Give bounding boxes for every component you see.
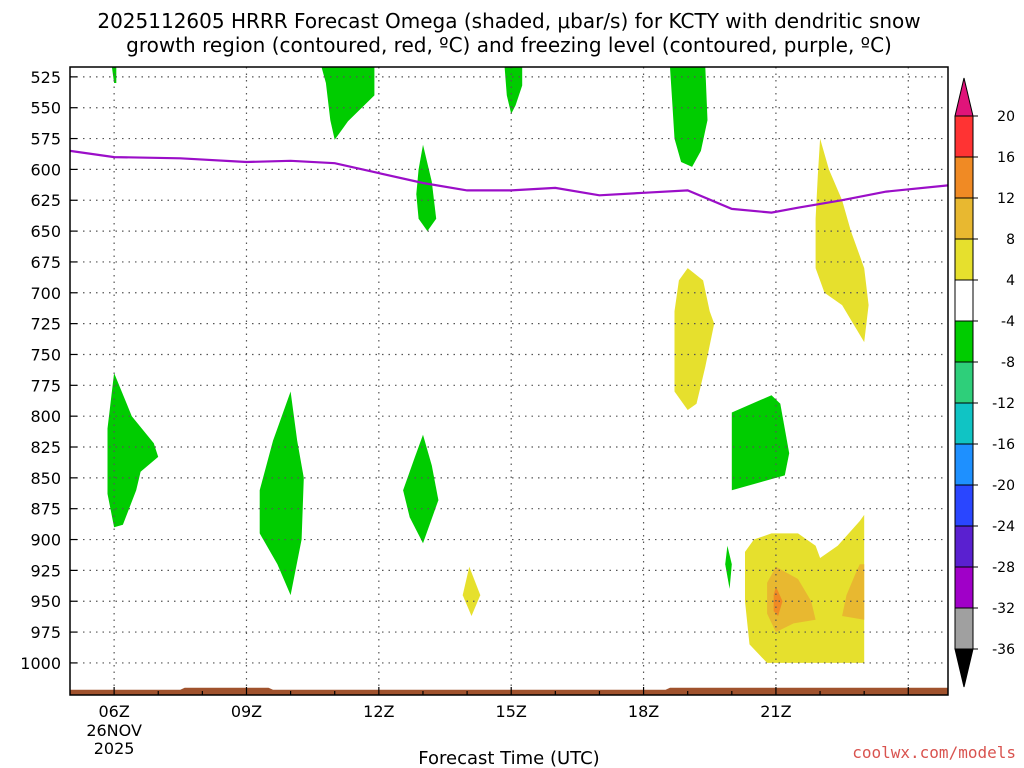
omega-region-4 xyxy=(416,144,437,232)
colorbar-segment-11 xyxy=(954,566,974,609)
colorbar-label-1: 16 xyxy=(997,150,1015,166)
shaded-omega-regions xyxy=(107,67,869,663)
colorbar-label-12: -32 xyxy=(992,601,1015,617)
x-tick-label-15Z: 15Z xyxy=(496,702,527,721)
credit-text: coolwx.com/models xyxy=(852,743,1016,762)
colorbar: 20 16 12 8 4 -4 -8 -12 -16 -20 -24 -28 -32 -36 xyxy=(954,77,1015,688)
omega-region-11 xyxy=(815,138,869,343)
y-tick-label-750: 750 xyxy=(30,345,61,364)
y-tick-label-525: 525 xyxy=(30,68,61,87)
x-tick-label-12Z: 12Z xyxy=(363,702,394,721)
y-tick-label-575: 575 xyxy=(30,130,61,149)
chart-title-line-2: growth region (contoured, red, ºC) and f… xyxy=(126,33,892,57)
colorbar-segment-7 xyxy=(954,402,974,445)
colorbar-label-13: -36 xyxy=(992,642,1015,658)
colorbar-segment-2 xyxy=(954,197,974,240)
colorbar-label-10: -24 xyxy=(992,519,1015,535)
x-tick-label-21Z: 21Z xyxy=(760,702,791,721)
y-tick-label-675: 675 xyxy=(30,253,61,272)
x-date-label-1: 2025 xyxy=(94,739,135,758)
colorbar-segment-4 xyxy=(954,279,974,322)
colorbar-label-6: -8 xyxy=(1001,355,1015,371)
colorbar-label-4: 4 xyxy=(1006,273,1015,289)
y-tick-label-700: 700 xyxy=(30,284,61,303)
grid-lines xyxy=(70,67,948,695)
y-tick-label-775: 775 xyxy=(30,376,61,395)
colorbar-segment-1 xyxy=(954,156,974,199)
colorbar-label-3: 8 xyxy=(1006,232,1015,248)
omega-region-15 xyxy=(842,564,865,620)
y-tick-label-800: 800 xyxy=(30,407,61,426)
colorbar-label-7: -12 xyxy=(992,396,1015,412)
colorbar-bottom-triangle xyxy=(954,648,974,688)
colorbar-segment-3 xyxy=(954,238,974,281)
surface-terrain xyxy=(70,687,948,695)
omega-region-2 xyxy=(504,67,523,114)
x-tick-label-09Z: 09Z xyxy=(231,702,262,721)
x-tick-label-18Z: 18Z xyxy=(628,702,659,721)
y-tick-label-950: 950 xyxy=(30,592,61,611)
omega-region-5 xyxy=(107,373,159,528)
omega-region-1 xyxy=(321,67,375,140)
colorbar-top-triangle xyxy=(954,77,974,117)
colorbar-label-2: 12 xyxy=(997,191,1015,207)
plot-area: 525 550 575 600 625 650 675 700 725 750 775 800 825 8… xyxy=(20,66,949,758)
omega-region-6 xyxy=(259,391,304,596)
y-tick-label-875: 875 xyxy=(30,500,61,519)
colorbar-label-5: -4 xyxy=(1001,314,1015,330)
x-axis-label: Forecast Time (UTC) xyxy=(418,748,599,768)
x-date-label-0: 26NOV xyxy=(86,721,142,740)
y-tick-label-850: 850 xyxy=(30,469,61,488)
omega-region-8 xyxy=(731,395,790,491)
colorbar-segment-6 xyxy=(954,361,974,404)
y-tick-label-1000: 1000 xyxy=(20,654,61,673)
y-tick-label-550: 550 xyxy=(30,99,61,118)
colorbar-segment-8 xyxy=(954,443,974,486)
y-tick-label-625: 625 xyxy=(30,191,61,210)
y-tick-label-925: 925 xyxy=(30,561,61,580)
colorbar-label-9: -20 xyxy=(992,478,1015,494)
colorbar-label-0: 20 xyxy=(997,109,1015,125)
omega-region-10 xyxy=(674,268,715,410)
y-tick-label-600: 600 xyxy=(30,160,61,179)
omega-region-7 xyxy=(403,434,439,544)
omega-region-14 xyxy=(767,566,816,633)
omega-region-3 xyxy=(670,67,708,167)
colorbar-segment-5 xyxy=(954,320,974,363)
x-tick-label-06Z: 06Z xyxy=(98,702,129,721)
colorbar-label-8: -16 xyxy=(992,437,1015,453)
colorbar-label-11: -28 xyxy=(992,560,1015,576)
colorbar-segment-0 xyxy=(954,115,974,158)
omega-region-9 xyxy=(725,545,732,589)
omega-region-12 xyxy=(462,566,481,616)
plot-frame xyxy=(69,66,949,696)
freezing-level-line xyxy=(70,149,948,214)
y-tick-label-725: 725 xyxy=(30,315,61,334)
y-tick-label-900: 900 xyxy=(30,531,61,550)
y-tick-label-825: 825 xyxy=(30,438,61,457)
y-tick-label-650: 650 xyxy=(30,222,61,241)
colorbar-segment-10 xyxy=(954,525,974,568)
chart-title-line-1: 2025112605 HRRR Forecast Omega (shaded, … xyxy=(97,9,920,33)
colorbar-segment-9 xyxy=(954,484,974,527)
y-tick-label-975: 975 xyxy=(30,623,61,642)
colorbar-segment-12 xyxy=(954,607,974,650)
